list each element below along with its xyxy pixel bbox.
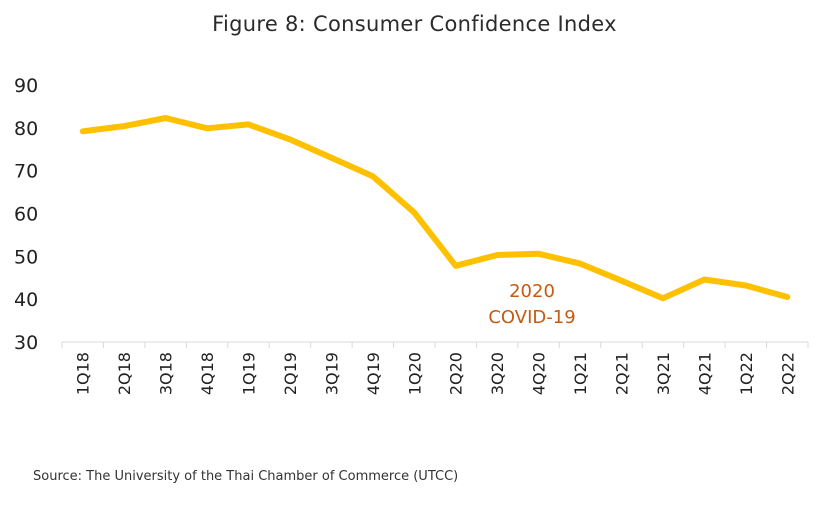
x-tick-label: 4Q20 (530, 352, 549, 395)
data-point (495, 253, 500, 258)
x-tick-label: 1Q19 (240, 352, 259, 395)
data-point (743, 283, 748, 288)
data-point (205, 126, 210, 131)
y-tick-label: 90 (14, 75, 38, 97)
chart-title: Figure 8: Consumer Confidence Index (212, 12, 617, 36)
x-tick-label: 4Q18 (198, 352, 217, 395)
y-axis: 30 40 50 60 70 80 90 (14, 75, 38, 354)
y-tick-label: 70 (14, 161, 38, 183)
x-tick-label: 1Q21 (571, 352, 590, 395)
data-point (246, 122, 251, 127)
covid-annotation: 2020 COVID-19 (488, 281, 575, 328)
y-tick-label: 50 (14, 246, 38, 268)
data-point (370, 174, 375, 179)
series-layer (79, 115, 791, 302)
data-point (660, 296, 665, 301)
x-tick-label: 3Q21 (654, 352, 673, 395)
x-tick-label: 2Q21 (613, 352, 632, 395)
annotation-layer: 2020 COVID-19 (488, 281, 575, 328)
x-tick-label: 1Q18 (74, 352, 93, 395)
data-point (785, 295, 790, 300)
series-line (79, 115, 791, 302)
y-tick-label: 30 (14, 332, 38, 354)
x-tick-label: 2Q19 (281, 352, 300, 395)
y-tick-label: 60 (14, 204, 38, 226)
x-tick-label: 3Q20 (488, 352, 507, 395)
data-point (702, 277, 707, 282)
x-tick-label: 3Q19 (322, 352, 341, 395)
y-tick-label: 80 (14, 118, 38, 140)
y-tick-label: 40 (14, 289, 38, 311)
data-point (329, 155, 334, 160)
data-point (578, 261, 583, 266)
x-axis: 1Q18 2Q18 3Q18 4Q18 1Q19 2Q19 3Q19 4Q19 1Q20 2Q20… (61, 342, 809, 395)
x-tick-label: 2Q22 (778, 352, 797, 395)
data-point (453, 263, 458, 268)
x-tick-label: 2Q18 (115, 352, 134, 395)
data-point (412, 210, 417, 215)
data-point (619, 278, 624, 283)
x-tick-label: 3Q18 (157, 352, 176, 395)
x-tick-label: 2Q20 (447, 352, 466, 395)
x-tick-label: 1Q20 (405, 352, 424, 395)
x-tick-label: 4Q21 (695, 352, 714, 395)
data-point (287, 137, 292, 142)
data-point (80, 129, 85, 134)
data-point (536, 251, 541, 256)
data-point (122, 124, 127, 129)
x-tick-label: 1Q22 (737, 352, 756, 395)
data-point (163, 115, 168, 120)
source-note: Source: The University of the Thai Chamb… (33, 469, 459, 484)
x-tick-label: 4Q19 (364, 352, 383, 395)
